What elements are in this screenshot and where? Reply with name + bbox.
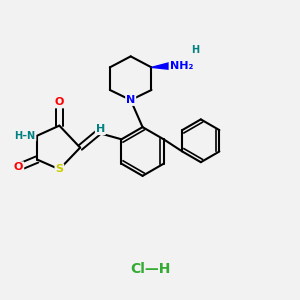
Polygon shape xyxy=(152,62,171,70)
Text: H: H xyxy=(96,124,105,134)
Text: S: S xyxy=(55,164,63,174)
Text: O: O xyxy=(55,98,64,107)
Text: H: H xyxy=(191,44,200,55)
Text: O: O xyxy=(14,162,23,172)
Text: N: N xyxy=(126,95,135,105)
Text: Cl—H: Cl—H xyxy=(130,262,170,276)
Text: H–N: H–N xyxy=(14,131,36,141)
Text: NH₂: NH₂ xyxy=(169,61,193,71)
